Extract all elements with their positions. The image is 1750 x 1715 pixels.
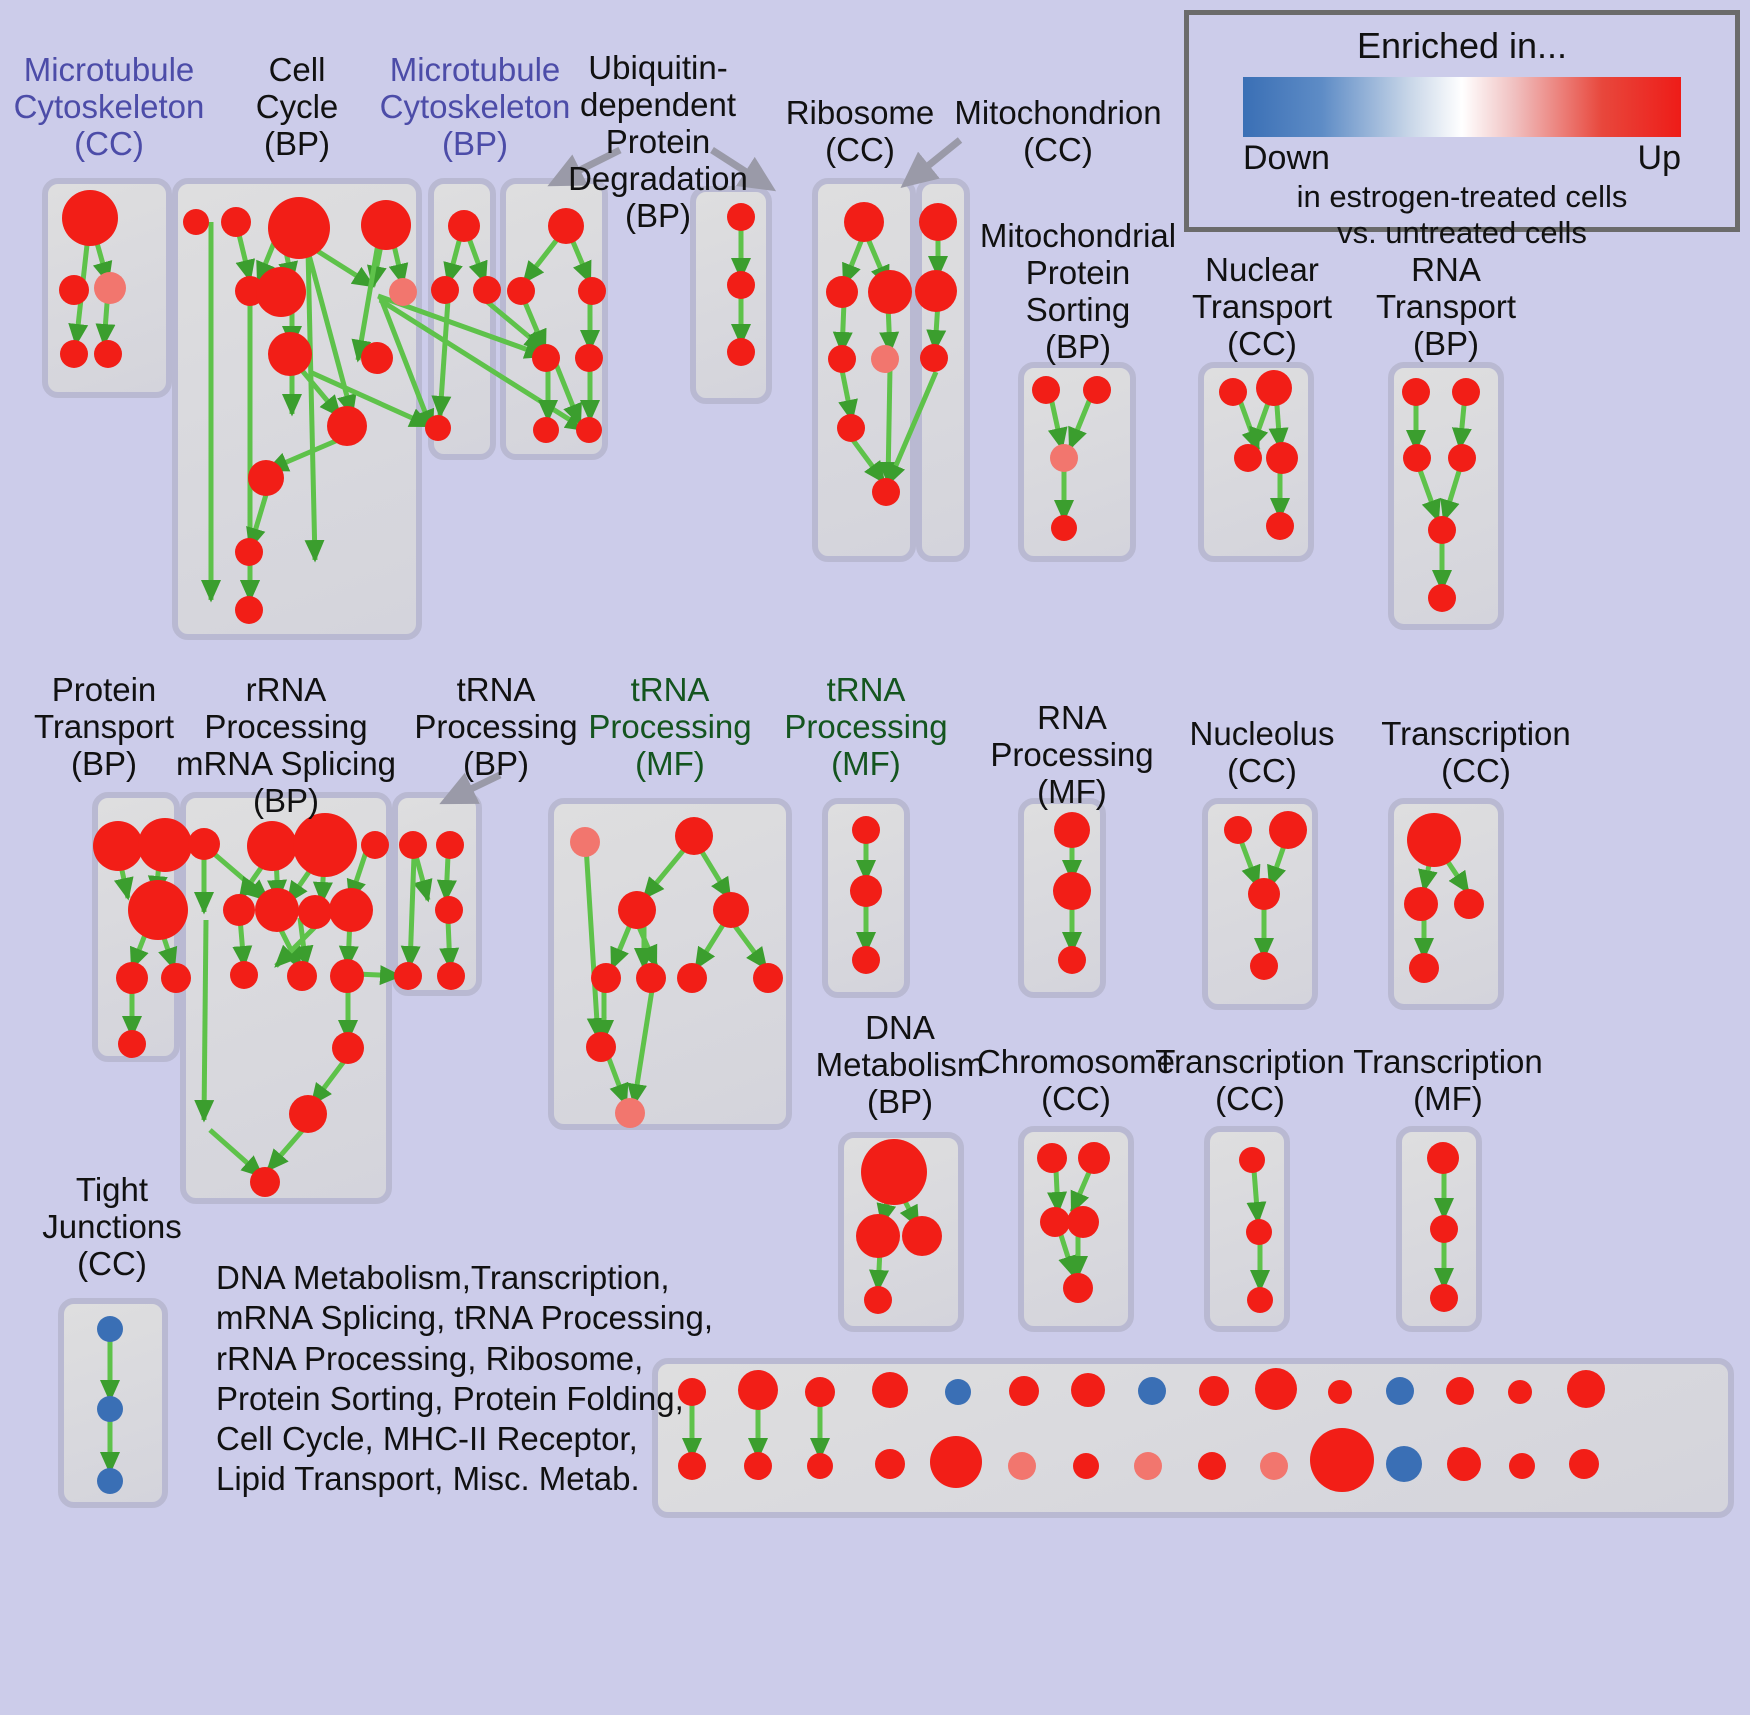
legend-up-label: Up xyxy=(1637,139,1681,177)
module-box-trna-mf-2[interactable] xyxy=(822,798,910,998)
module-box-transcription-mf[interactable] xyxy=(1396,1126,1482,1332)
label-microtubule-bp: Microtubule Cytoskeleton (BP) xyxy=(379,51,571,162)
label-trna-processing-bp: tRNA Processing (BP) xyxy=(414,671,578,782)
module-box-trna-processing-bp[interactable] xyxy=(392,792,482,996)
label-mito-sorting-bp: Mitochondrial Protein Sorting (BP) xyxy=(979,217,1177,365)
module-box-nuclear-transport[interactable] xyxy=(1198,362,1314,562)
legend-down-label: Down xyxy=(1243,139,1330,177)
label-rna-transport-bp: RNA Transport (BP) xyxy=(1376,251,1516,362)
module-box-rna-processing-mf[interactable] xyxy=(1018,798,1106,998)
label-dna-metabolism-bp: DNA Metabolism (BP) xyxy=(815,1009,985,1120)
module-box-tight-junctions[interactable] xyxy=(58,1298,168,1508)
legend-caption-line-2: vs. untreated cells xyxy=(1337,215,1587,251)
label-microtubule-cc: Microtubule Cytoskeleton (CC) xyxy=(13,51,205,162)
module-box-chromosome-cc[interactable] xyxy=(1018,1126,1134,1332)
module-box-microtubule-bp[interactable] xyxy=(428,178,496,460)
label-protein-transport-bp: Protein Transport (BP) xyxy=(34,671,174,782)
label-nucleolus-cc: Nucleolus (CC) xyxy=(1189,715,1335,789)
module-box-ribosome-cc[interactable] xyxy=(812,178,916,562)
label-ubiquitin-bp: Ubiquitin- dependent Protein Degradation… xyxy=(568,49,748,234)
module-box-mitochondrion-cc[interactable] xyxy=(916,178,970,562)
label-nuclear-transport-cc: Nuclear Transport (CC) xyxy=(1192,251,1332,362)
module-box-mito-sorting-bp[interactable] xyxy=(1018,362,1136,562)
label-transcription-cc-1: Transcription (CC) xyxy=(1381,715,1571,789)
module-box-dna-metabolism-bp[interactable] xyxy=(838,1132,964,1332)
legend-colorbar xyxy=(1243,77,1681,137)
module-box-microtubule-cc[interactable] xyxy=(42,178,172,398)
module-box-transcription-cc-1[interactable] xyxy=(1388,798,1504,1010)
label-trna-mf-2: tRNA Processing (MF) xyxy=(784,671,948,782)
label-ribosome-cc: Ribosome (CC) xyxy=(785,94,935,168)
module-box-trna-mf-1[interactable] xyxy=(548,798,792,1130)
label-transcription-cc-2: Transcription (CC) xyxy=(1155,1043,1345,1117)
label-mitochondrion-cc: Mitochondrion (CC) xyxy=(954,94,1162,168)
module-box-cell-cycle-bp[interactable] xyxy=(172,178,422,640)
module-box-nucleolus-cc[interactable] xyxy=(1202,798,1318,1010)
legend-panel: Enriched in... Down Up in estrogen-treat… xyxy=(1184,10,1740,250)
singleton-list-text: DNA Metabolism,Transcription, mRNA Splic… xyxy=(216,1259,714,1498)
label-trna-mf-1: tRNA Processing (MF) xyxy=(588,671,752,782)
legend-title: Enriched in... xyxy=(1356,25,1568,66)
module-box-singletons[interactable] xyxy=(652,1358,1734,1518)
module-box-protein-transport[interactable] xyxy=(92,792,180,1062)
label-rrna-mrna-bp: rRNA Processing mRNA Splicing (BP) xyxy=(175,671,397,819)
module-box-rrna-mrna-bp[interactable] xyxy=(180,792,392,1204)
legend-caption-line-1: in estrogen-treated cells xyxy=(1296,179,1628,214)
label-tight-junctions-cc: Tight Junctions (CC) xyxy=(42,1171,182,1282)
label-transcription-mf: Transcription (MF) xyxy=(1353,1043,1543,1117)
label-chromosome-cc: Chromosome (CC) xyxy=(976,1043,1176,1117)
module-box-rna-transport-bp[interactable] xyxy=(1388,362,1504,630)
label-cell-cycle-bp: Cell Cycle (BP) xyxy=(255,51,339,162)
label-rna-processing-mf: RNA Processing (MF) xyxy=(990,699,1154,810)
module-box-transcription-cc-2[interactable] xyxy=(1204,1126,1290,1332)
